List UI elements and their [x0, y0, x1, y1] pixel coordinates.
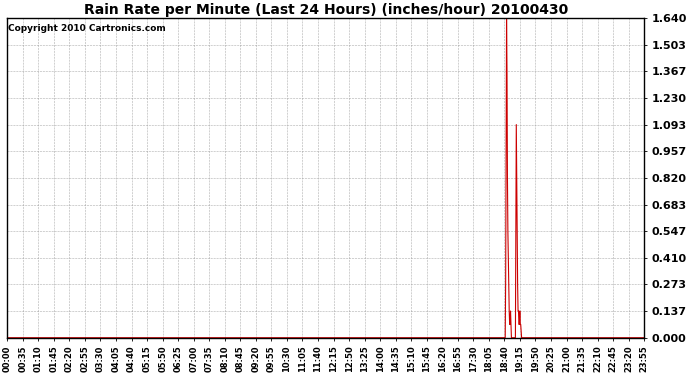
Text: Copyright 2010 Cartronics.com: Copyright 2010 Cartronics.com — [8, 24, 166, 33]
Title: Rain Rate per Minute (Last 24 Hours) (inches/hour) 20100430: Rain Rate per Minute (Last 24 Hours) (in… — [83, 3, 568, 17]
